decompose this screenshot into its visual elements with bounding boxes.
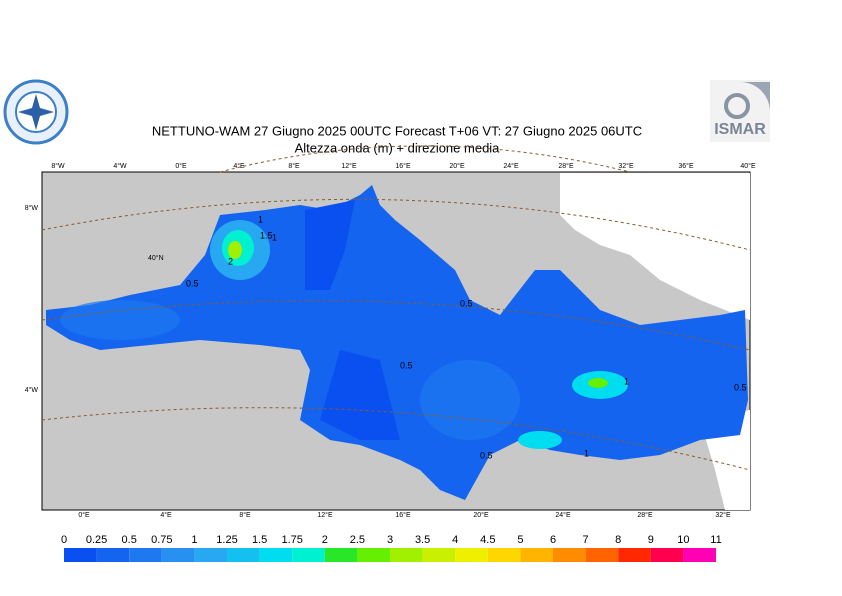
colorbar-swatch (292, 548, 325, 562)
colorbar-label: 6 (550, 534, 556, 546)
lon-label: 28°E (637, 511, 653, 519)
lon-label: 0°E (175, 162, 187, 170)
colorbar-label: 4 (452, 534, 458, 546)
lat-label: 40°N (148, 254, 164, 262)
colorbar-swatch (259, 548, 293, 562)
colorbar-swatch (683, 548, 716, 562)
colorbar-swatch (455, 548, 488, 562)
colorbar-swatch (324, 548, 358, 562)
lon-label: 20°E (473, 511, 489, 519)
colorbar-label: 2.5 (350, 534, 365, 546)
colorbar-swatch (390, 548, 423, 562)
lon-label: 32°E (715, 511, 731, 519)
contour-label: 0.5 (186, 278, 199, 288)
colorbar-label: 5 (517, 534, 523, 546)
logo-text: ISMAR (714, 121, 766, 138)
colorbar-swatch (227, 548, 260, 562)
colorbar-label: 1.25 (216, 534, 237, 546)
lon-label: 4°W (113, 162, 127, 170)
lon-label: 4°E (160, 511, 172, 519)
contour-label: 1.5 (260, 230, 273, 240)
lon-label: 4°E (233, 162, 245, 170)
colorbar-label: 0.75 (151, 534, 172, 546)
contour-labels: 1.5 1 2 0.5 0.5 0.5 1 0.5 1 0.5 1 (186, 214, 747, 460)
lon-label: 36°E (678, 162, 694, 170)
colorbar-swatch (129, 548, 162, 562)
lat-label: 4°W (25, 386, 39, 394)
colorbar-label: 3.5 (415, 534, 430, 546)
contour-label: 0.5 (480, 450, 493, 460)
colorbar-label: 9 (648, 534, 654, 546)
colorbar-label: 1.5 (252, 534, 267, 546)
lon-label: 24°E (555, 511, 571, 519)
colorbar-label: 11 (710, 534, 721, 546)
colorbar-swatch (96, 548, 130, 562)
lon-label: 0°E (78, 511, 90, 519)
lon-label: 16°E (395, 162, 411, 170)
colorbar-swatch (585, 548, 619, 562)
lon-label: 20°E (449, 162, 465, 170)
colorbar-label: 3 (387, 534, 393, 546)
lon-label: 8°W (51, 162, 65, 170)
colorbar-label: 4.5 (480, 534, 495, 546)
colorbar-swatch (520, 548, 553, 562)
lon-label: 12°E (341, 162, 357, 170)
lon-label: 8°E (288, 162, 300, 170)
colorbar-swatch (487, 548, 521, 562)
map: 1.5 1 2 0.5 0.5 0.5 1 0.5 1 0.5 1 (41, 145, 751, 511)
lon-label: 28°E (558, 162, 574, 170)
title: NETTUNO-WAM 27 Giugno 2025 00UTC Forecas… (152, 123, 642, 138)
contour-label: 2 (228, 256, 233, 266)
contour-label: 1 (624, 376, 629, 386)
lon-label: 8°E (239, 511, 251, 519)
subtitle: Altezza onda (m) + direzione media (295, 140, 501, 155)
lon-label: 24°E (503, 162, 519, 170)
colorbar-swatch (422, 548, 456, 562)
lon-label: 12°E (317, 511, 333, 519)
colorbar-swatch (618, 548, 651, 562)
colorbar-label: 1.75 (281, 534, 302, 546)
lon-label: 32°E (618, 162, 634, 170)
colorbar-label: 0.25 (86, 534, 107, 546)
contour-label: 0.5 (400, 360, 413, 370)
colorbar-swatch (650, 548, 684, 562)
lon-label: 16°E (395, 511, 411, 519)
logo-right: ISMAR (710, 80, 770, 142)
contour-label: 1 (584, 448, 589, 458)
colorbar-swatch (161, 548, 195, 562)
colorbar-swatch (194, 548, 227, 562)
colorbar-label: 1 (191, 534, 197, 546)
colorbar-label: 0 (61, 534, 67, 546)
logo-left (3, 79, 69, 145)
contour-label: 0.5 (734, 382, 747, 392)
contour-label: 1 (272, 232, 277, 242)
lat-label: 8°W (25, 204, 39, 212)
colorbar-swatch (64, 548, 97, 562)
colorbar-label: 8 (615, 534, 621, 546)
colorbar-swatch (357, 548, 390, 562)
colorbar-label: 2 (322, 534, 328, 546)
contour-label: 1 (258, 214, 263, 224)
colorbar-label: 10 (677, 534, 689, 546)
lon-label: 40°E (740, 162, 756, 170)
colorbar-swatch (553, 548, 586, 562)
contour-label: 0.5 (460, 298, 473, 308)
colorbar-label: 7 (583, 534, 589, 546)
colorbar-label: 0.5 (122, 534, 137, 546)
